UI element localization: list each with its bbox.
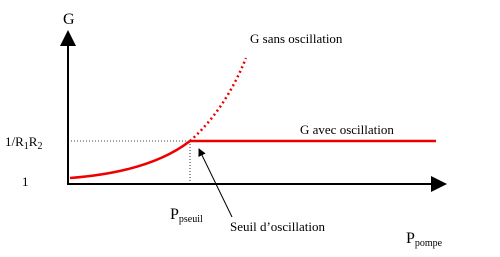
threshold-label: Seuil d’oscillation [230, 219, 325, 234]
without-oscillation-label: G sans oscillation [250, 31, 343, 46]
gain-curve-extrapolated [189, 57, 248, 142]
base-level: 1 [22, 174, 29, 189]
threshold-level: 1/R1R2 [5, 134, 42, 152]
with-oscillation-label: G avec oscillation [300, 122, 394, 137]
threshold-power: Ppseuil [170, 206, 203, 225]
x-axis-label: Ppompe [406, 230, 443, 249]
threshold-arrow [198, 148, 233, 218]
y-axis-label: G [63, 11, 75, 28]
gain-curve [69, 140, 191, 180]
